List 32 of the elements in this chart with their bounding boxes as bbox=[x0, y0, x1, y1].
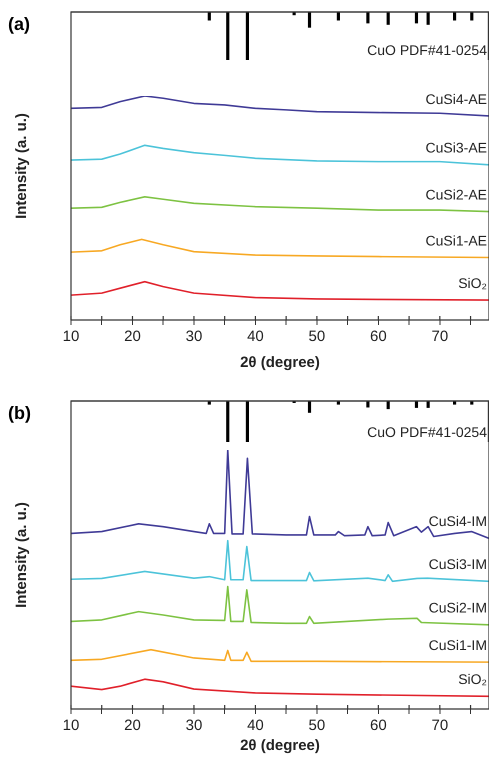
x-tick-label: 20 bbox=[124, 328, 141, 346]
x-tick-label: 30 bbox=[186, 328, 202, 346]
series-label: CuSi4-IM bbox=[428, 513, 487, 530]
x-axis-title: 2θ (degree) bbox=[240, 354, 320, 372]
x-axis-title: 2θ (degree) bbox=[240, 737, 320, 754]
series-label: CuSi3-IM bbox=[428, 556, 487, 572]
x-tick-label: 20 bbox=[124, 717, 141, 734]
y-axis-title: Intensity (a. u.) bbox=[13, 502, 30, 608]
x-tick-label: 40 bbox=[247, 717, 264, 734]
x-tick-label: 10 bbox=[62, 328, 80, 346]
y-axis-title: Intensity (a. u.) bbox=[13, 113, 30, 219]
x-tick-label: 50 bbox=[308, 328, 326, 346]
x-tick-label: 40 bbox=[247, 328, 264, 346]
series-label: CuO PDF#41-0254 bbox=[367, 424, 488, 440]
x-tick-label: 30 bbox=[186, 717, 202, 734]
series-label: CuSi2-IM bbox=[428, 600, 487, 616]
chart-title: (b) bbox=[8, 402, 31, 423]
series-label: SiO₂ bbox=[458, 274, 487, 291]
x-tick-label: 70 bbox=[431, 717, 448, 734]
x-tick-label: 10 bbox=[62, 717, 80, 734]
series-label: CuSi2-AE bbox=[426, 186, 487, 202]
series-label: CuSi3-AE bbox=[426, 140, 487, 156]
series-label: CuSi1-IM bbox=[428, 636, 487, 653]
x-tick-label: 60 bbox=[370, 328, 387, 346]
series-label: CuSi1-AE bbox=[426, 232, 487, 248]
x-tick-label: 60 bbox=[370, 717, 387, 734]
series-label: CuO PDF#41-0254 bbox=[367, 42, 488, 58]
series-label: SiO₂ bbox=[458, 671, 487, 688]
x-tick-label: 70 bbox=[431, 328, 448, 346]
x-tick-label: 50 bbox=[308, 717, 326, 734]
series-label: CuSi4-AE bbox=[426, 90, 487, 107]
chart-title: (a) bbox=[8, 14, 30, 34]
